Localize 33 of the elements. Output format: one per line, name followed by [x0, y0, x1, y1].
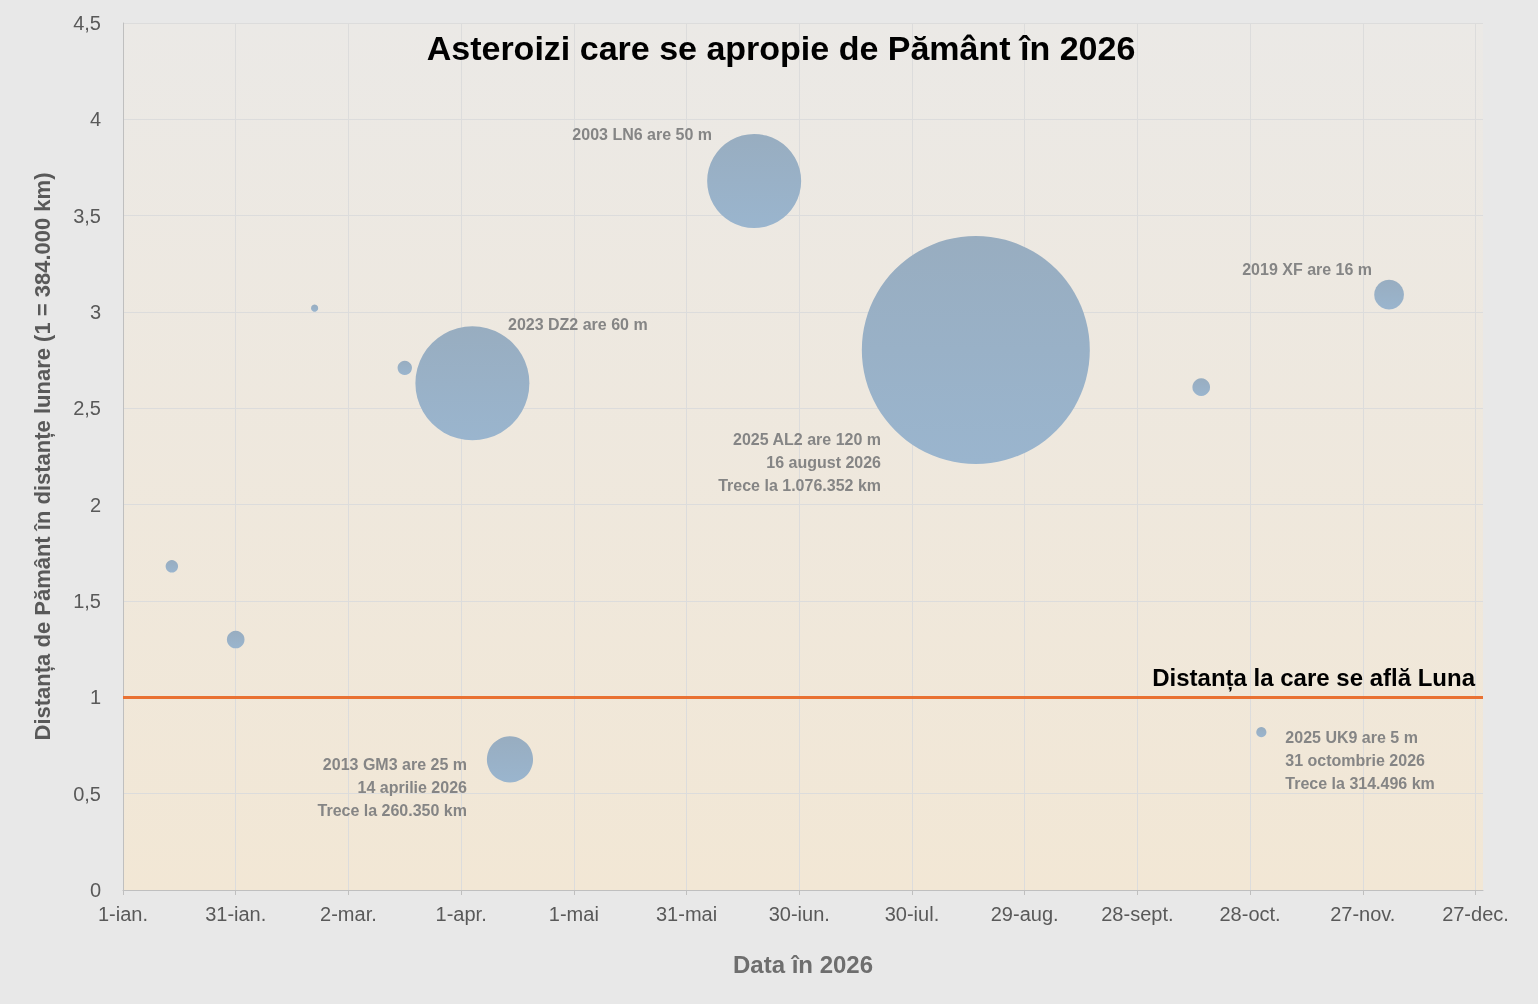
x-tick-label: 29-aug. [990, 903, 1059, 925]
annotation: 2003 LN6 are 50 m [572, 125, 712, 143]
annotation: 2023 DZ2 are 60 m [508, 315, 648, 333]
x-tick-label: 31-ian. [205, 903, 267, 925]
x-tick-label: 31-mai [655, 903, 718, 925]
x-tick-label: 30-iun. [768, 903, 830, 925]
y-tick-label: 0 [89, 879, 101, 901]
y-axis-title: Distanța de Pământ în distanțe lunare (1 = 384.000 km) [29, 172, 55, 741]
x-axis-title: Data în 2026 [732, 950, 874, 978]
x-tick-label: 1-mai [548, 903, 599, 925]
ref-line-label: Distanța la care se află Luna [1152, 663, 1476, 692]
y-tick-label: 0,5 [73, 782, 101, 805]
y-tick-label: 3 [89, 301, 101, 323]
x-tick-label: 27-dec. [1442, 903, 1509, 925]
x-tick-label: 27-nov. [1330, 903, 1396, 925]
annotation: 2019 XF are 16 m [1242, 261, 1373, 279]
x-tick-label: 28-sept. [1101, 903, 1174, 925]
chart-title: Asteroizi care se apropie de Pământ în 2026 [426, 29, 1136, 67]
y-tick-label: 2,5 [73, 397, 101, 420]
x-tick-label: 1-ian. [97, 903, 149, 925]
x-tick-label: 30-iul. [884, 903, 940, 925]
y-tick-label: 1,5 [73, 590, 101, 612]
y-tick-label: 4,5 [73, 12, 101, 34]
x-tick-label: 2-mar. [320, 903, 377, 925]
annotation: 2025 AL2 are 120 m 16 august 2026 Trece la 1.076.352 km [718, 431, 882, 494]
annotation: 2013 GM3 are 25 m 14 aprilie 2026 Trece la 260.350 km [317, 756, 468, 820]
y-tick-label: 3,5 [73, 204, 101, 227]
annotation: 2025 UK9 are 5 m 31 octombrie 2026 Trece la 314.496 km [1285, 729, 1435, 793]
y-tick-label: 4 [89, 108, 101, 131]
x-tick-label: 28-oct. [1219, 903, 1281, 925]
x-tick-label: 1-apr. [435, 903, 487, 925]
y-tick-label: 2 [89, 493, 101, 516]
y-tick-label: 1 [89, 686, 101, 709]
